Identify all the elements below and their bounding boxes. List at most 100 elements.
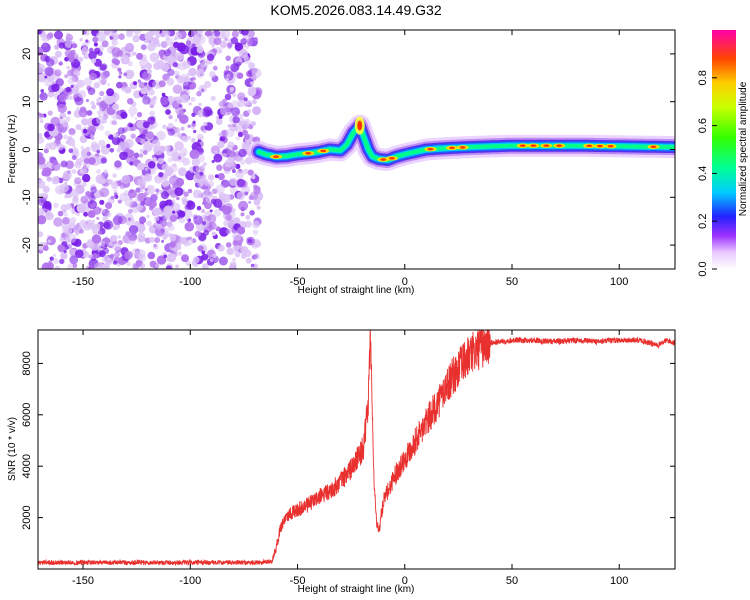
spectrogram-noise-cell [103, 169, 109, 175]
spectrogram-noise-cell [148, 199, 157, 209]
spectrogram-noise-cell [167, 68, 175, 77]
spectrogram-noise-cell [225, 128, 235, 138]
spectrogram-noise-cell [38, 197, 47, 207]
spectrogram-noise-cell [64, 194, 68, 199]
spectrogram-noise-cell [143, 142, 153, 152]
spectrogram-hot-core [586, 144, 593, 148]
spectrogram-noise-cell [142, 121, 150, 129]
spectrogram-noise-cell [217, 173, 225, 181]
y-tick-label: 8000 [21, 351, 33, 375]
spectrogram-noise-cell [242, 99, 250, 106]
spectrogram-noise-cell [191, 43, 196, 48]
spectrogram-noise-cell [99, 107, 103, 111]
spectrogram-noise-cell [147, 69, 152, 74]
spectrogram-noise-cell [42, 245, 49, 252]
spectrogram-noise-cell [123, 72, 128, 77]
spectrogram-noise-cell [218, 115, 223, 119]
spectrogram-noise-cell [224, 158, 234, 168]
spectrogram-noise-cell [109, 253, 115, 259]
spectrogram-noise-cell [38, 207, 45, 216]
colorbar-tick-label: 0.2 [697, 214, 709, 229]
spectrogram-noise-cell [115, 114, 119, 118]
spectrogram-noise-cell [203, 229, 210, 236]
snr-y-label: SNR (10 * v/v) [7, 417, 18, 481]
spectrogram-noise-cell [91, 219, 95, 223]
spectrogram-noise-cell [40, 89, 44, 93]
spectrogram-noise-cell [133, 30, 141, 36]
spectrogram-noise-cell [87, 87, 96, 96]
spectrogram-noise-cell [165, 166, 174, 176]
spectrogram-noise-cell [68, 56, 75, 63]
spectrogram-noise-cell [251, 68, 262, 79]
spectrogram-noise-cell [175, 264, 179, 269]
spectrogram-peak-core [357, 120, 363, 131]
spectrogram-y-ticks: -20 -10 0 10 20 [21, 48, 675, 253]
spectrogram-noise-cell [250, 81, 254, 86]
spectrogram-noise-cell [71, 168, 77, 174]
spectrogram-noise-cell [71, 88, 78, 95]
spectrogram-noise-cell [43, 148, 49, 154]
spectrogram-noise-cell [140, 133, 146, 139]
spectrogram-noise-cell [54, 50, 62, 58]
spectrogram-noise-cell [252, 220, 260, 229]
spectrogram-noise-cell [48, 84, 56, 93]
spectrogram-noise-cell [185, 170, 196, 181]
spectrogram-noise-cell [175, 31, 180, 36]
spectrogram-noise-cell [62, 217, 70, 225]
spectrogram-noise-cell [96, 216, 100, 220]
spectrogram-noise-cell [111, 47, 122, 57]
spectrogram-noise-cell [112, 120, 118, 126]
spectrogram-noise-cell [93, 42, 98, 47]
spectrogram-noise-cell [169, 214, 177, 223]
spectrogram-noise-cell [116, 81, 123, 89]
spectrogram-noise-cell [88, 47, 94, 53]
spectrogram-noise-cell [44, 77, 55, 87]
snr-frame [37, 329, 676, 570]
spectrogram-noise-cell [136, 120, 145, 129]
spectrogram-noise-cell [152, 80, 162, 90]
colorbar-tick-label: 0.8 [697, 70, 709, 85]
spectrogram-noise-cell [152, 95, 157, 101]
spectrogram-noise-cell [235, 170, 245, 179]
spectrogram-noise-cell [96, 98, 101, 103]
spectrogram-noise-cell [231, 30, 239, 38]
spectrogram-noise-cell [147, 251, 156, 260]
spectrogram-noise-cell [192, 256, 200, 264]
spectrogram-noise-cell [167, 122, 174, 130]
spectrogram-noise-cell [179, 115, 188, 123]
spectrogram-noise-cell [110, 195, 115, 200]
spectrogram-noise-cell [179, 73, 188, 82]
spectrogram-noise-cell [235, 41, 240, 47]
spectrogram-noise-cell [96, 169, 101, 174]
spectrogram-noise-cell [131, 206, 139, 214]
spectrogram-noise-cell [98, 139, 106, 148]
spectrogram-noise-cell [124, 197, 134, 207]
spectrogram-noise-cell [256, 205, 261, 210]
spectrogram-noise-cell [253, 252, 261, 260]
spectrogram-noise-cell [224, 37, 228, 41]
spectrogram-noise-cell [239, 159, 246, 165]
y-tick-label: 20 [21, 48, 33, 60]
spectrogram-hot-core [607, 144, 614, 148]
spectrogram-noise-cell [203, 129, 207, 134]
spectrogram-noise-cell [196, 46, 204, 54]
x-tick-label: -100 [179, 276, 201, 288]
spectrogram-noise-cell [176, 196, 180, 201]
spectrogram-noise-cell [85, 39, 89, 43]
spectrogram-noise-cell [53, 202, 59, 208]
spectrogram-noise-cell [248, 200, 252, 204]
spectrogram-noise-cell [231, 169, 236, 173]
spectrogram-noise-cell [192, 120, 196, 124]
spectrogram-noise-cell [209, 71, 216, 78]
spectrogram-noise-cell [137, 249, 146, 258]
spectrogram-noise-cell [161, 179, 170, 188]
spectrogram-noise-cell [240, 30, 249, 36]
spectrogram-noise-cell [79, 38, 83, 42]
spectrogram-noise-cell [89, 72, 97, 81]
spectrogram-hot-core [543, 144, 550, 147]
spectrogram-noise-cell [60, 160, 68, 168]
spectrogram-noise-cell [179, 104, 183, 108]
spectrogram-noise-cell [189, 83, 195, 90]
spectrogram-noise-cell [51, 176, 60, 185]
spectrogram-noise-cell [143, 173, 153, 182]
